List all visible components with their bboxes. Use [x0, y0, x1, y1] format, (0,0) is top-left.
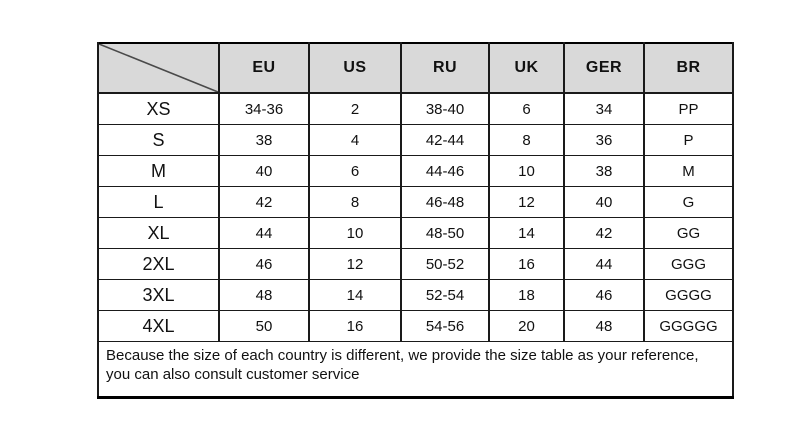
- table-row-4xl: 4XL 50 16 54-56 20 48 GGGGG: [97, 310, 734, 342]
- table-cell: 12: [308, 248, 402, 280]
- table-cell: 48: [563, 310, 645, 342]
- table-cell: 48: [218, 279, 310, 311]
- table-row-l: L 42 8 46-48 12 40 G: [97, 186, 734, 218]
- row-label: XS: [97, 92, 220, 125]
- table-row-xl: XL 44 10 48-50 14 42 GG: [97, 217, 734, 249]
- table-cell: 42-44: [400, 124, 490, 156]
- column-header-us: US: [308, 42, 402, 94]
- row-label: XL: [97, 217, 220, 249]
- table-cell: GGGGG: [643, 310, 734, 342]
- table-row-2xl: 2XL 46 12 50-52 16 44 GGG: [97, 248, 734, 280]
- table-cell: 10: [308, 217, 402, 249]
- row-label: 4XL: [97, 310, 220, 342]
- table-cell: 50: [218, 310, 310, 342]
- table-cell: 44: [563, 248, 645, 280]
- table-cell: 40: [218, 155, 310, 187]
- column-header-eu: EU: [218, 42, 310, 94]
- footer-note: Because the size of each country is diff…: [97, 341, 734, 398]
- table-cell: 6: [308, 155, 402, 187]
- table-cell: 46-48: [400, 186, 490, 218]
- table-cell: 8: [488, 124, 565, 156]
- table-row-m: M 40 6 44-46 10 38 M: [97, 155, 734, 187]
- row-label: L: [97, 186, 220, 218]
- table-cell: P: [643, 124, 734, 156]
- table-cell: 4: [308, 124, 402, 156]
- footer-row: Because the size of each country is diff…: [97, 341, 734, 398]
- table-cell: 54-56: [400, 310, 490, 342]
- table-cell: 44-46: [400, 155, 490, 187]
- corner-cell: [97, 42, 220, 94]
- table-cell: 38-40: [400, 92, 490, 125]
- table-cell: GGG: [643, 248, 734, 280]
- table-cell: 6: [488, 92, 565, 125]
- table-cell: 34-36: [218, 92, 310, 125]
- table-cell: 16: [488, 248, 565, 280]
- table-row-3xl: 3XL 48 14 52-54 18 46 GGGG: [97, 279, 734, 311]
- size-chart-table: EU US RU UK GER BR XS 34-36 2 38-40 6 34…: [97, 42, 734, 399]
- table-cell: 38: [563, 155, 645, 187]
- table-cell: 14: [488, 217, 565, 249]
- table-cell: 52-54: [400, 279, 490, 311]
- table-cell: GGGG: [643, 279, 734, 311]
- row-label: 3XL: [97, 279, 220, 311]
- table-cell: 42: [218, 186, 310, 218]
- table-cell: G: [643, 186, 734, 218]
- table-cell: M: [643, 155, 734, 187]
- column-header-ger: GER: [563, 42, 645, 94]
- diagonal-line: [100, 44, 217, 91]
- table-cell: 46: [563, 279, 645, 311]
- table-cell: 16: [308, 310, 402, 342]
- table-cell: 2: [308, 92, 402, 125]
- table-cell: 42: [563, 217, 645, 249]
- row-label: 2XL: [97, 248, 220, 280]
- table-cell: GG: [643, 217, 734, 249]
- header-row: EU US RU UK GER BR: [97, 42, 734, 94]
- table-cell: 10: [488, 155, 565, 187]
- table-cell: 50-52: [400, 248, 490, 280]
- column-header-ru: RU: [400, 42, 490, 94]
- table-row-xs: XS 34-36 2 38-40 6 34 PP: [97, 92, 734, 125]
- table-cell: 36: [563, 124, 645, 156]
- column-header-br: BR: [643, 42, 734, 94]
- table-cell: 20: [488, 310, 565, 342]
- table-cell: PP: [643, 92, 734, 125]
- table-cell: 14: [308, 279, 402, 311]
- row-label: M: [97, 155, 220, 187]
- table-cell: 46: [218, 248, 310, 280]
- row-label: S: [97, 124, 220, 156]
- table-cell: 48-50: [400, 217, 490, 249]
- table-cell: 8: [308, 186, 402, 218]
- table-cell: 12: [488, 186, 565, 218]
- table-cell: 18: [488, 279, 565, 311]
- table-cell: 34: [563, 92, 645, 125]
- column-header-uk: UK: [488, 42, 565, 94]
- table-cell: 44: [218, 217, 310, 249]
- table-cell: 38: [218, 124, 310, 156]
- table-cell: 40: [563, 186, 645, 218]
- table-row-s: S 38 4 42-44 8 36 P: [97, 124, 734, 156]
